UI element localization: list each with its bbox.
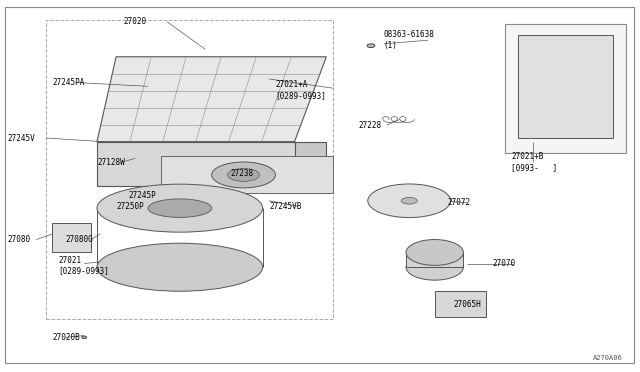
- Ellipse shape: [82, 336, 87, 339]
- Text: 27245V: 27245V: [8, 134, 35, 142]
- Ellipse shape: [212, 162, 275, 188]
- Polygon shape: [97, 142, 294, 186]
- Text: 27128W: 27128W: [97, 157, 125, 167]
- Text: 27021
[0289-0993]: 27021 [0289-0993]: [59, 256, 109, 275]
- Ellipse shape: [97, 184, 262, 232]
- Text: 27072: 27072: [447, 198, 470, 207]
- Ellipse shape: [368, 184, 451, 218]
- FancyBboxPatch shape: [505, 23, 626, 153]
- Ellipse shape: [148, 199, 212, 217]
- FancyBboxPatch shape: [406, 253, 463, 267]
- Ellipse shape: [401, 198, 417, 204]
- Text: 27228: 27228: [358, 121, 381, 129]
- Text: 27245P: 27245P: [129, 191, 157, 200]
- Text: 27070: 27070: [492, 259, 515, 268]
- Text: 27080: 27080: [8, 235, 31, 244]
- Text: 27245VB: 27245VB: [269, 202, 301, 211]
- Text: 27065H: 27065H: [454, 300, 481, 309]
- Ellipse shape: [228, 169, 259, 182]
- Text: 27250P: 27250P: [116, 202, 144, 211]
- Ellipse shape: [367, 44, 375, 48]
- Text: 27020B: 27020B: [52, 333, 80, 342]
- Text: A270A06: A270A06: [593, 355, 623, 361]
- Ellipse shape: [406, 240, 463, 265]
- Text: 27021+B
[0993-   ]: 27021+B [0993- ]: [511, 152, 557, 172]
- Polygon shape: [97, 57, 326, 142]
- Text: 27245PA: 27245PA: [52, 78, 84, 87]
- Polygon shape: [161, 157, 333, 193]
- Text: 27021+A
[0289-0993]: 27021+A [0289-0993]: [275, 80, 326, 100]
- Polygon shape: [52, 223, 91, 253]
- Text: 08363-61638
(1): 08363-61638 (1): [384, 31, 435, 50]
- Text: 27020: 27020: [124, 17, 147, 26]
- Text: 27238: 27238: [231, 169, 254, 177]
- Text: 27080G: 27080G: [65, 235, 93, 244]
- Polygon shape: [294, 142, 326, 186]
- FancyBboxPatch shape: [435, 291, 486, 317]
- Polygon shape: [518, 35, 613, 138]
- Ellipse shape: [97, 243, 262, 291]
- Ellipse shape: [406, 254, 463, 280]
